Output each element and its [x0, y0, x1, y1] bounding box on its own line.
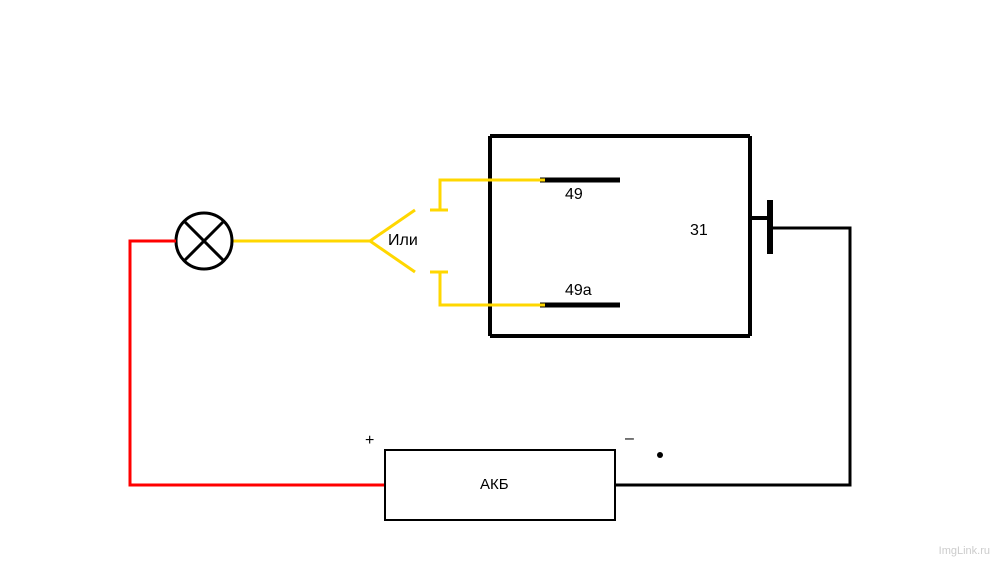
label-pin-49: 49	[565, 186, 583, 204]
wire-to-49	[440, 180, 545, 210]
label-plus: +	[365, 432, 374, 450]
label-minus: –	[625, 430, 634, 448]
label-or: Или	[388, 232, 418, 250]
label-pin-31: 31	[690, 222, 708, 240]
wire-to-49a	[440, 272, 545, 305]
label-pin-49a: 49a	[565, 282, 592, 300]
wire-positive	[130, 241, 385, 485]
wire-negative	[615, 228, 850, 485]
watermark: ImgLink.ru	[939, 545, 990, 557]
label-battery: АКБ	[480, 476, 509, 493]
